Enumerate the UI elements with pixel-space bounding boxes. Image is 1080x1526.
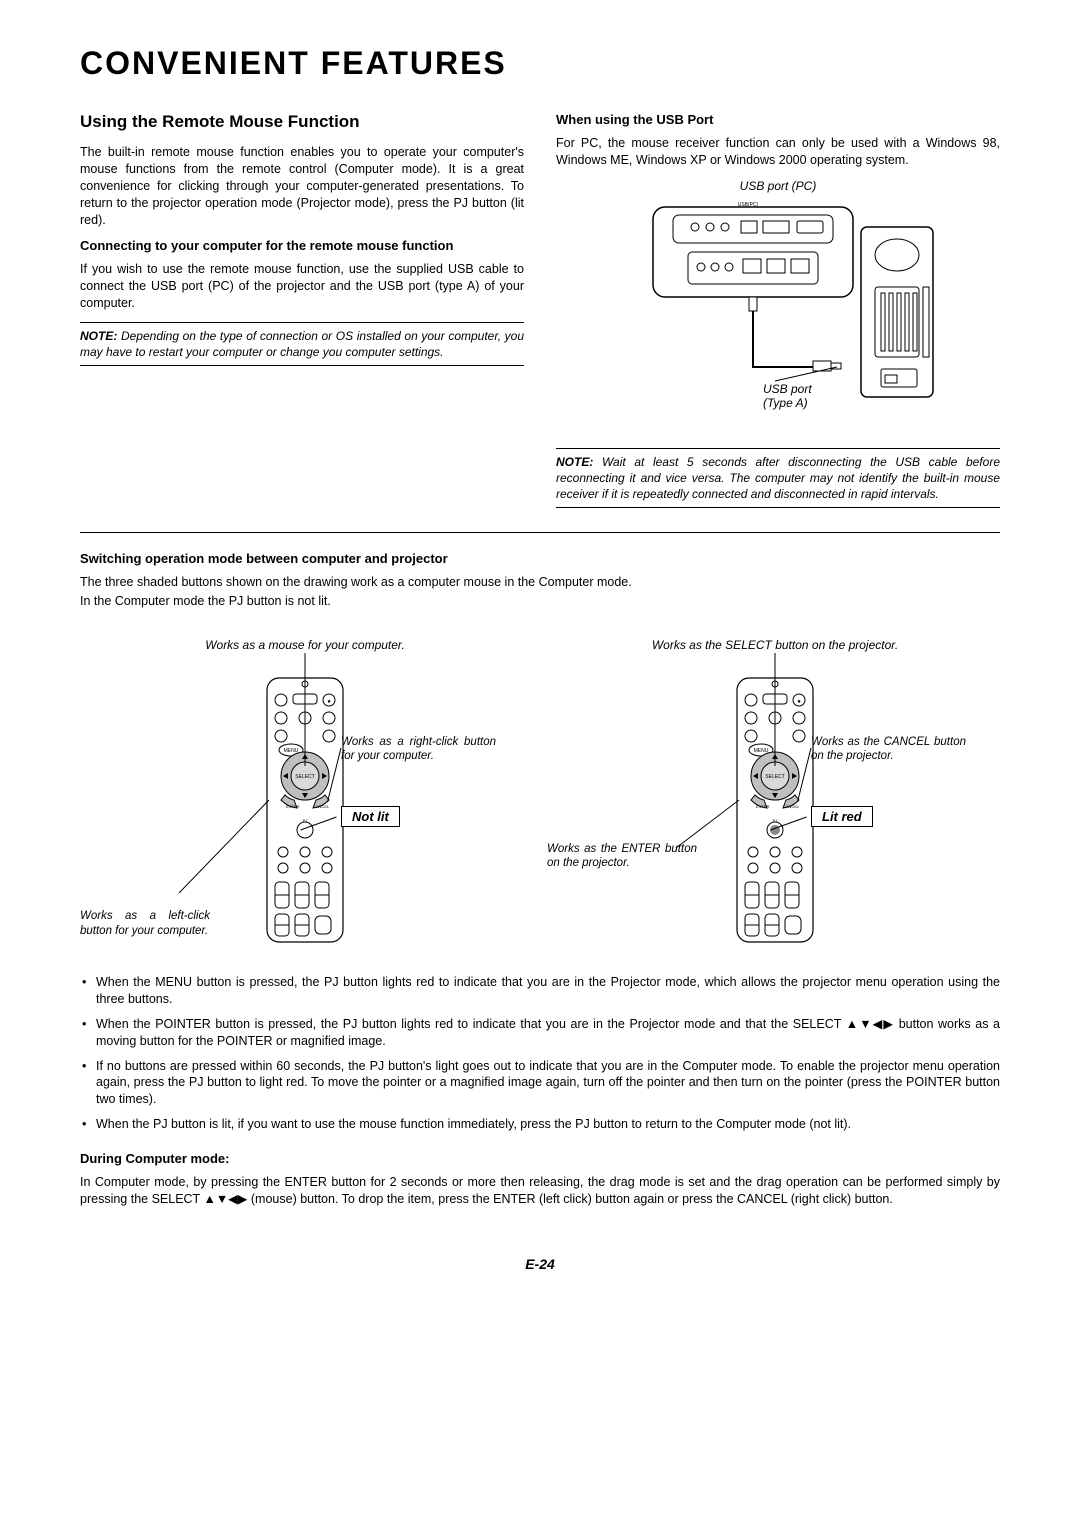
note1-label: NOTE: xyxy=(80,329,117,343)
during-computer-mode-title: During Computer mode: xyxy=(80,1151,1000,1166)
remote2-callout-left: Works as the ENTER button on the project… xyxy=(547,842,697,871)
two-column-layout: Using the Remote Mouse Function The buil… xyxy=(80,112,1000,520)
remote1-lit-label: Not lit xyxy=(341,806,400,827)
usb-port-title: When using the USB Port xyxy=(556,112,1000,127)
connecting-subtitle: Connecting to your computer for the remo… xyxy=(80,238,524,253)
bullet-item: When the POINTER button is pressed, the … xyxy=(80,1016,1000,1050)
bullet-item: If no buttons are pressed within 60 seco… xyxy=(80,1058,1000,1109)
remote-block-computer-mode: Works as a mouse for your computer. ● xyxy=(80,638,530,958)
bullet-item: When the PJ button is lit, if you want t… xyxy=(80,1116,1000,1133)
note2-label: NOTE: xyxy=(556,455,593,469)
leader-lines-2 xyxy=(550,638,1000,958)
usb-port-p1: For PC, the mouse receiver function can … xyxy=(556,135,1000,169)
connecting-p1: If you wish to use the remote mouse func… xyxy=(80,261,524,312)
left-column: Using the Remote Mouse Function The buil… xyxy=(80,112,524,520)
remote2-callout-right: Works as the CANCEL button on the projec… xyxy=(811,735,966,764)
switching-p2: In the Computer mode the PJ button is no… xyxy=(80,593,1000,610)
usb-diagram: USB port (PC) USB(PC) xyxy=(556,179,1000,430)
switching-p1: The three shaded buttons shown on the dr… xyxy=(80,574,1000,591)
remote2-lit-label: Lit red xyxy=(811,806,873,827)
note2-text: Wait at least 5 seconds after disconnect… xyxy=(556,455,1000,501)
usb-port-bottom-label-2: (Type A) xyxy=(763,396,808,410)
remote-block-projector-mode: Works as the SELECT button on the projec… xyxy=(550,638,1000,958)
note-box-2: NOTE: Wait at least 5 seconds after disc… xyxy=(556,448,1000,509)
note-box-1: NOTE: Depending on the type of connectio… xyxy=(80,322,524,366)
page-title: CONVENIENT FEATURES xyxy=(80,45,1000,82)
usb-port-bottom-label-1: USB port xyxy=(763,382,812,396)
switching-title: Switching operation mode between compute… xyxy=(80,551,1000,566)
remote-diagrams-row: Works as a mouse for your computer. ● xyxy=(80,638,1000,958)
usb-label-top: USB port (PC) xyxy=(556,179,1000,193)
horizontal-rule xyxy=(80,532,1000,533)
section-remote-mouse-p1: The built-in remote mouse function enabl… xyxy=(80,144,524,228)
svg-text:USB(PC): USB(PC) xyxy=(738,202,759,208)
bullet-item: When the MENU button is pressed, the PJ … xyxy=(80,974,1000,1008)
page-number: E-24 xyxy=(80,1256,1000,1272)
section-remote-mouse-title: Using the Remote Mouse Function xyxy=(80,112,524,132)
usb-connection-illustration: USB(PC) USB port (Type xyxy=(613,197,943,427)
right-column: When using the USB Port For PC, the mous… xyxy=(556,112,1000,520)
remote1-callout-left: Works as a left-click button for your co… xyxy=(80,909,210,938)
remote1-callout-right: Works as a right-click button for your c… xyxy=(341,735,496,764)
during-computer-mode-p1: In Computer mode, by pressing the ENTER … xyxy=(80,1174,1000,1208)
note1-text: Depending on the type of connection or O… xyxy=(80,329,524,359)
bullet-list: When the MENU button is pressed, the PJ … xyxy=(80,974,1000,1133)
